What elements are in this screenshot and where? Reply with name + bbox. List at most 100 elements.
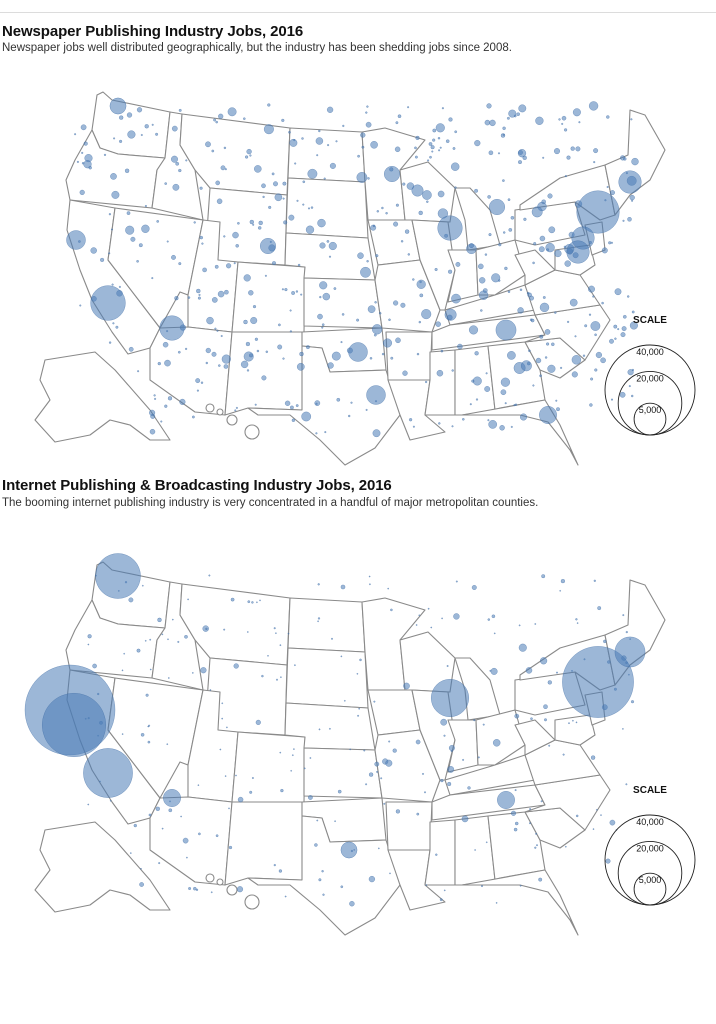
county-bubble (484, 253, 488, 256)
county-bubble (251, 776, 254, 780)
county-bubble (493, 632, 496, 635)
county-bubble (388, 740, 391, 743)
county-bubble (149, 668, 152, 671)
county-bubble (237, 796, 244, 803)
county-bubble (487, 195, 491, 199)
county-bubble (486, 103, 492, 109)
county-bubble (246, 148, 252, 155)
county-bubble (380, 777, 383, 780)
county-bubble (321, 869, 324, 873)
county-bubble (140, 732, 145, 737)
county-bubble (629, 194, 635, 201)
county-bubble (326, 240, 330, 243)
county-bubble (220, 334, 223, 338)
county-bubble (179, 398, 186, 405)
state-alaska (34, 351, 171, 443)
county-bubble (418, 210, 423, 216)
county-bubble (520, 360, 532, 372)
county-bubble (236, 886, 244, 893)
internet-map-subtitle: The booming internet publishing industry… (2, 497, 539, 509)
newspaper-map-title: Newspaper Publishing Industry Jobs, 2016 (2, 23, 304, 40)
county-bubble (343, 699, 346, 702)
county-bubble (407, 253, 411, 256)
county-bubble (161, 633, 164, 636)
county-bubble (294, 664, 296, 667)
county-bubble (252, 304, 257, 309)
county-bubble (195, 888, 199, 891)
county-bubble (278, 323, 281, 327)
county-bubble (365, 783, 368, 786)
county-bubble (79, 189, 85, 196)
county-bubble (167, 396, 173, 401)
county-bubble (262, 195, 265, 199)
county-bubble (265, 350, 269, 354)
county-bubble (623, 157, 627, 161)
state-maryland (554, 714, 596, 746)
county-bubble (191, 672, 194, 674)
county-bubble (100, 257, 105, 262)
county-bubble (216, 198, 223, 205)
county-bubble (487, 618, 491, 621)
county-bubble (145, 693, 149, 697)
county-bubble (243, 274, 251, 282)
county-bubble (395, 337, 401, 344)
county-bubble (414, 155, 418, 159)
county-bubble (426, 200, 429, 203)
county-bubble (491, 614, 496, 619)
county-bubble (529, 822, 531, 825)
county-bubble (448, 744, 455, 752)
county-bubble (209, 689, 212, 691)
county-bubble (87, 634, 92, 639)
county-bubble (531, 206, 543, 218)
county-bubble (200, 667, 207, 674)
county-bubble (631, 199, 634, 202)
state-hawaii (205, 403, 260, 440)
county-bubble (136, 107, 143, 113)
county-bubble (575, 618, 578, 621)
county-bubble (235, 774, 237, 777)
county-bubble (198, 832, 201, 836)
county-bubble (477, 263, 484, 270)
county-bubble (282, 197, 285, 200)
county-bubble (315, 137, 324, 145)
county-bubble (273, 627, 276, 630)
county-bubble (317, 313, 323, 320)
county-bubble (331, 351, 341, 361)
bubble-washington (566, 240, 590, 264)
county-bubble (538, 246, 545, 253)
bubble-los-angeles (90, 285, 126, 321)
scale-label: 5,000 (639, 405, 662, 415)
county-bubble (149, 409, 156, 416)
state-kansas (303, 277, 383, 329)
county-bubble (327, 144, 330, 147)
county-bubble (518, 104, 527, 113)
county-bubble (129, 852, 132, 854)
county-bubble (390, 356, 394, 360)
county-bubble (393, 221, 399, 227)
county-bubble (614, 288, 622, 296)
county-bubble (224, 168, 227, 171)
county-bubble (281, 288, 284, 291)
county-bubble (140, 133, 143, 137)
county-bubble (293, 748, 295, 750)
state-washington (91, 91, 171, 159)
county-bubble (83, 160, 92, 169)
county-bubble (498, 243, 502, 247)
county-bubble (434, 267, 438, 272)
county-bubble (497, 152, 501, 155)
county-bubble (234, 409, 237, 412)
county-bubble (309, 757, 312, 759)
county-bubble (317, 620, 319, 623)
county-bubble (418, 614, 421, 617)
county-bubble (316, 819, 319, 822)
county-bubble (130, 236, 136, 242)
county-bubble (443, 889, 446, 892)
scale-label: 20,000 (636, 373, 664, 383)
county-bubble (164, 359, 171, 367)
county-bubble (83, 141, 88, 146)
county-bubble (202, 267, 207, 273)
county-bubble (547, 680, 552, 685)
county-bubble (376, 210, 380, 213)
county-bubble (438, 149, 441, 152)
county-bubble (367, 177, 370, 180)
